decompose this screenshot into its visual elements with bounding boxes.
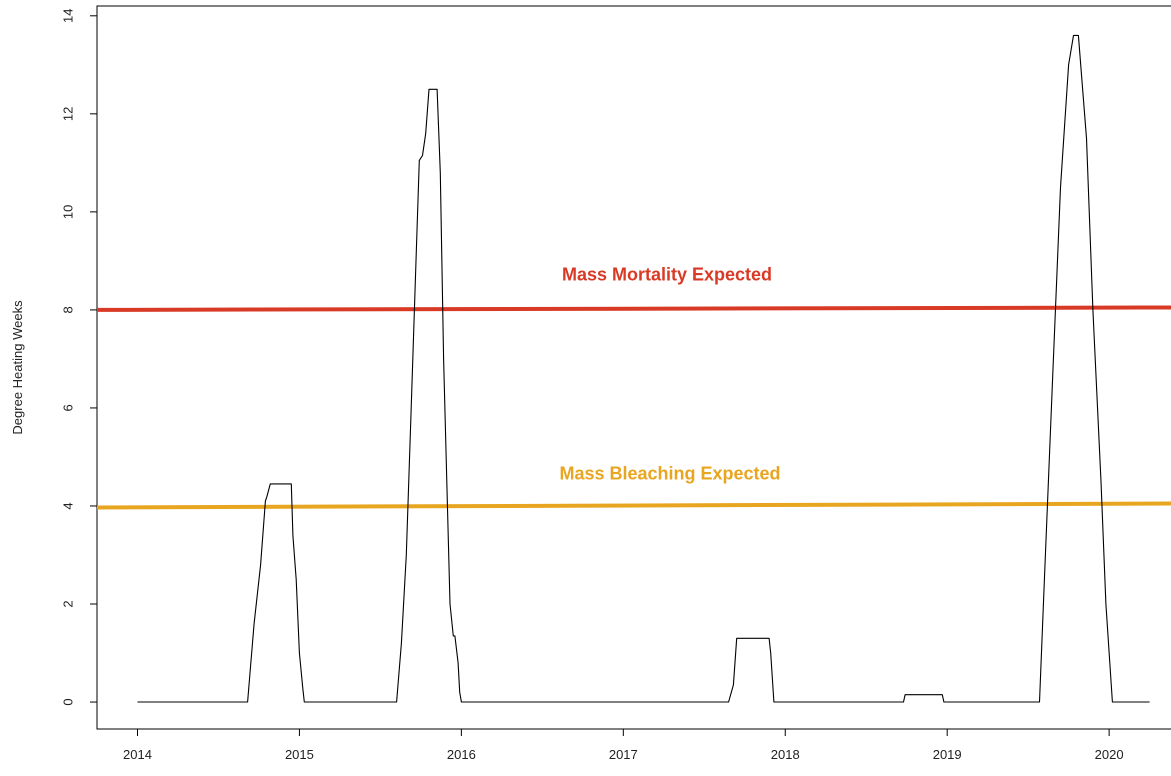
threshold-label-mass-bleaching: Mass Bleaching Expected (559, 463, 780, 483)
y-tick-label: 12 (60, 107, 75, 121)
x-tick-label: 2018 (771, 747, 800, 762)
x-tick-label: 2014 (123, 747, 152, 762)
x-tick-label: 2015 (285, 747, 314, 762)
threshold-line-mass-mortality (96, 305, 1171, 312)
threshold-label-mass-mortality: Mass Mortality Expected (562, 265, 772, 285)
x-tick-label: 2020 (1095, 747, 1124, 762)
y-tick-label: 10 (60, 205, 75, 219)
plot-frame (96, 5, 1171, 730)
y-tick-label: 14 (60, 9, 75, 23)
y-axis-title: Degree Heating Weeks (10, 300, 25, 435)
y-tick-label: 0 (60, 698, 75, 705)
x-tick-label: 2016 (447, 747, 476, 762)
y-tick-label: 6 (60, 404, 75, 411)
y-tick-label: 4 (60, 502, 75, 509)
series-line-dhw (137, 34, 1150, 703)
x-tick-label: 2019 (933, 747, 962, 762)
x-tick-label: 2017 (609, 747, 638, 762)
y-tick-label: 2 (60, 600, 75, 607)
threshold-line-mass-bleaching (96, 501, 1171, 510)
y-tick-label: 8 (60, 306, 75, 313)
